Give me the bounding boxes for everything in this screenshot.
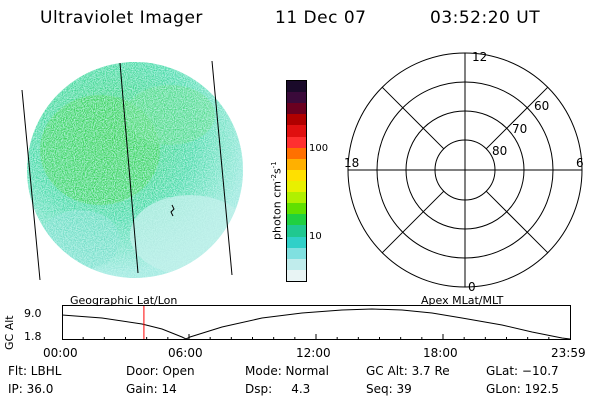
lat-label-70: 70 (512, 122, 527, 136)
timeline-y-min: 1.8 (24, 330, 42, 343)
mlt-label-6: 6 (576, 156, 584, 170)
colorbar-segment (287, 169, 306, 181)
colorbar-segment (287, 192, 306, 204)
colorbar-segment (287, 180, 306, 193)
colorbar (286, 80, 307, 282)
colorbar-segment (287, 125, 306, 137)
dsp-value: Dsp: 4.3 (245, 382, 311, 396)
mlt-label-0: 0 (468, 280, 476, 294)
gain-value: Gain: 14 (126, 382, 177, 396)
uv-earth-image (21, 60, 243, 281)
longitude-line (21, 89, 41, 281)
longitude-line (119, 62, 139, 274)
mode-value: Mode: Normal (245, 364, 329, 378)
timeline-y-title: GC Alt (3, 315, 16, 350)
seq-value: Seq: 39 (366, 382, 412, 396)
date-label: 11 Dec 07 (275, 8, 367, 28)
time-tick-06: 06:00 (168, 346, 203, 360)
mlt-diagonal (485, 86, 549, 150)
mlt-label-12: 12 (472, 50, 487, 64)
mlt-diagonal (381, 86, 445, 150)
colorbar-segment (287, 214, 306, 226)
glat-value: GLat: −10.7 (486, 364, 559, 378)
apex-label: Apex MLat/MLT (421, 294, 504, 307)
coastline-mark (170, 204, 175, 217)
colorbar-segment (287, 225, 306, 237)
time-tick-2359: 23:59 (551, 346, 586, 360)
mlt-label-18: 18 (344, 156, 359, 170)
colorbar-segment (287, 81, 306, 93)
colorbar-unit-label: photon cm-2s-1 (270, 161, 284, 240)
glon-value: GLon: 192.5 (486, 382, 559, 396)
colorbar-segment (287, 236, 306, 248)
instrument-title: Ultraviolet Imager (40, 8, 203, 28)
colorbar-tick-10: 10 (309, 231, 322, 242)
colorbar-segment (287, 103, 306, 115)
geographic-label: Geographic Lat/Lon (70, 294, 178, 307)
colorbar-segment (287, 247, 306, 259)
gc-alt-value: GC Alt: 3.7 Re (366, 364, 450, 378)
door-status: Door: Open (126, 364, 195, 378)
lat-label-60: 60 (534, 99, 549, 113)
time-label: 03:52:20 UT (430, 8, 541, 28)
altitude-curve (62, 308, 571, 340)
filter-value: Flt: LBHL (8, 364, 62, 378)
mlt-diagonal (485, 190, 549, 254)
timeline-y-max: 9.0 (24, 307, 42, 320)
colorbar-segment (287, 136, 306, 148)
mlt-diagonal (381, 190, 445, 254)
polar-mlt-plot: 12 18 6 0 60 70 80 (344, 50, 584, 294)
time-tick-12: 12:00 (296, 346, 331, 360)
longitude-line (211, 60, 233, 276)
colorbar-segment (287, 92, 306, 104)
lat-label-80: 80 (492, 144, 507, 158)
colorbar-segment (287, 114, 306, 126)
colorbar-segment (287, 269, 306, 281)
colorbar-segment (287, 158, 306, 170)
ip-value: IP: 36.0 (8, 382, 54, 396)
altitude-timeline (62, 305, 571, 340)
colorbar-tick-100: 100 (309, 143, 329, 154)
colorbar-segment (287, 147, 306, 159)
time-tick-18: 18:00 (423, 346, 458, 360)
colorbar-segment (287, 203, 306, 215)
time-tick-00: 00:00 (43, 346, 78, 360)
colorbar-segment (287, 258, 306, 270)
